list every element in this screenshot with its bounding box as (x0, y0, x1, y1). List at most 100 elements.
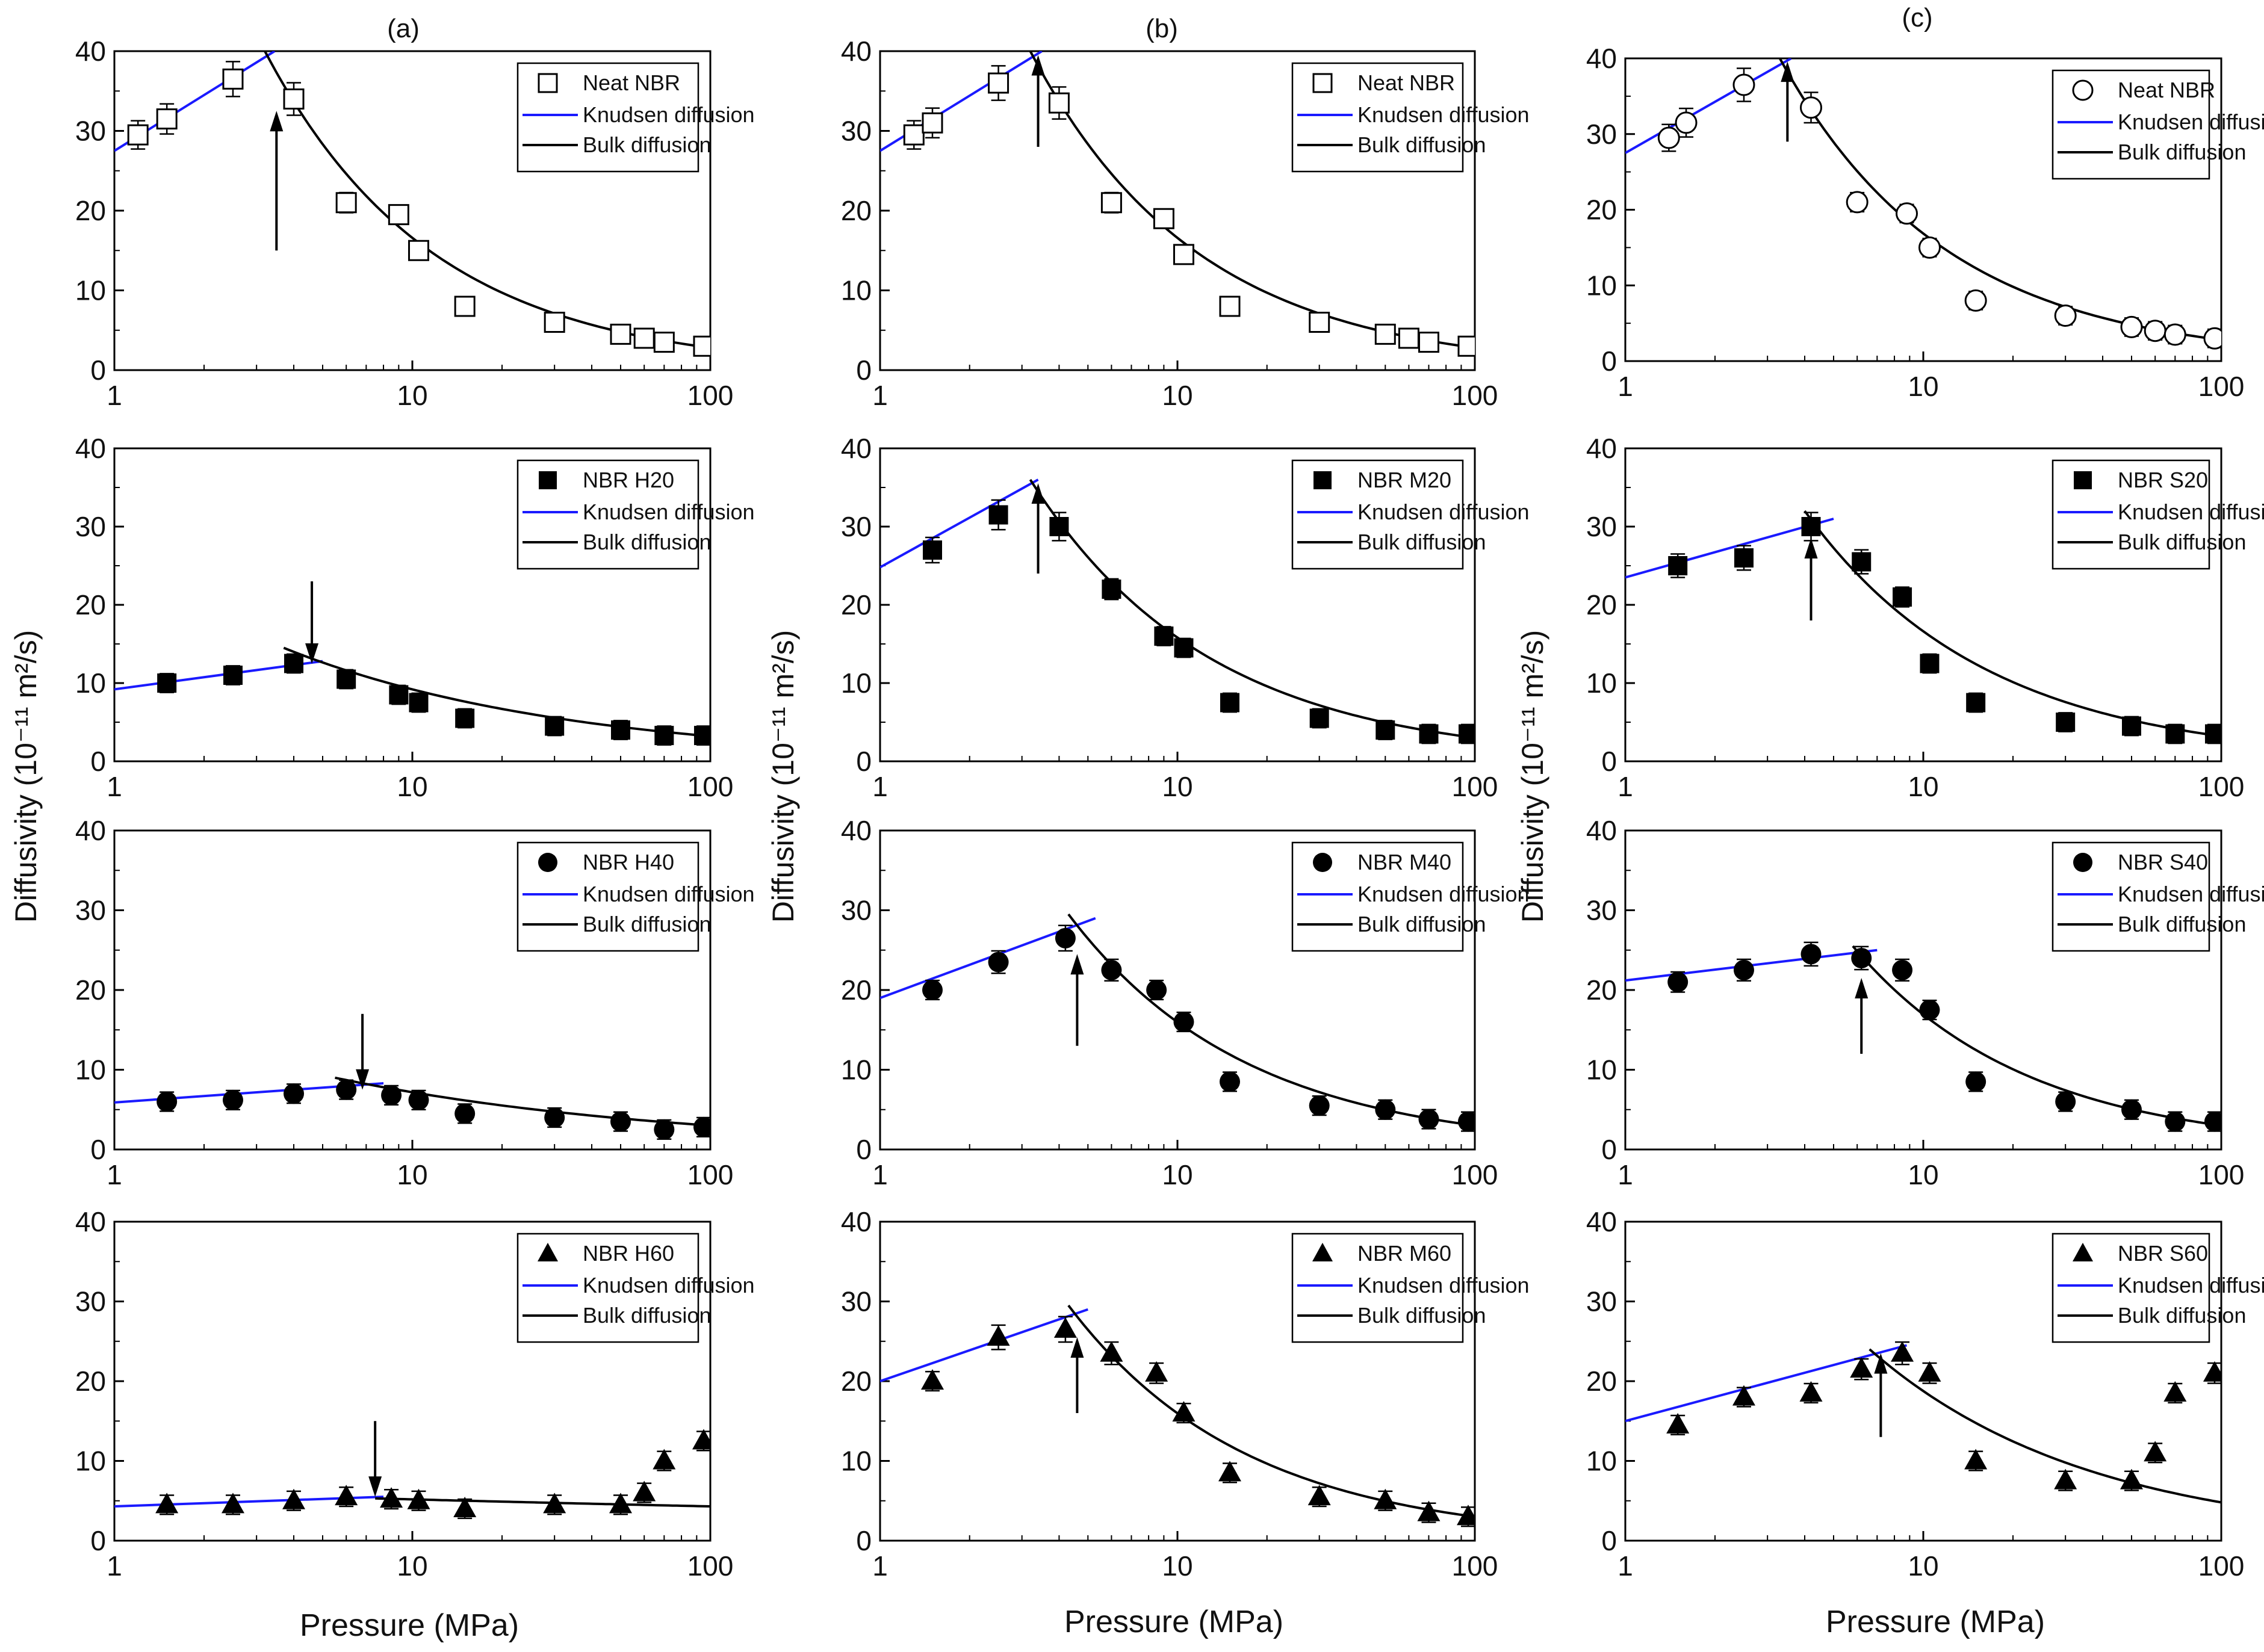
data-point (284, 1083, 305, 1104)
x-tick-label: 100 (2198, 771, 2245, 802)
data-point (2163, 323, 2186, 346)
plot-area (114, 1429, 710, 1520)
data-point (1733, 959, 1754, 980)
data-point (407, 1488, 430, 1509)
x-tick-label: 100 (2198, 1159, 2245, 1190)
y-tick-label: 20 (75, 974, 106, 1006)
data-point (1374, 323, 1396, 345)
data-point (1307, 1485, 1331, 1506)
data-point (1172, 1401, 1196, 1422)
data-point (1850, 1357, 1873, 1378)
data-point (336, 669, 356, 689)
legend-entry-label: Bulk diffusion (1357, 1303, 1486, 1328)
data-point (609, 1493, 632, 1514)
y-tick-label: 0 (856, 1525, 872, 1556)
x-tick-label: 10 (397, 1550, 427, 1582)
y-tick-label: 20 (841, 195, 872, 226)
data-point (1419, 724, 1439, 744)
x-tick-label: 100 (687, 1159, 734, 1190)
data-point (221, 1493, 244, 1514)
y-tick-label: 40 (1586, 1206, 1617, 1237)
data-point (335, 1485, 358, 1506)
data-point (1964, 289, 1987, 312)
data-point (1456, 1505, 1475, 1526)
panel-c4: 0 10 20 30 40 1 10 100 NBR S60 Knudsen diffusion B… (1586, 1206, 2264, 1582)
y-axis-title-a: Diffusivity (10⁻¹¹ m²/s) (9, 630, 43, 923)
y-tick-label: 10 (841, 1054, 872, 1086)
legend-entry-label: Neat NBR (583, 70, 680, 95)
data-point (1800, 96, 1823, 119)
y-tick-label: 10 (75, 1446, 106, 1477)
data-point (544, 1107, 565, 1128)
data-point (1457, 335, 1475, 357)
x-tick-label: 10 (1908, 371, 1938, 402)
data-point (1668, 556, 1688, 575)
data-point (389, 685, 409, 705)
x-tick-label: 10 (1162, 1159, 1192, 1190)
legend-entry-label: NBR M60 (1357, 1241, 1451, 1266)
legend-entry-label: Knudsen diffusion (2118, 882, 2264, 906)
x-tick-label: 1 (1617, 1550, 1633, 1582)
x-tick-label: 10 (397, 380, 427, 411)
data-point (1055, 927, 1076, 948)
y-tick-label: 30 (75, 116, 106, 147)
data-point (1732, 73, 1755, 96)
data-point (1891, 1341, 1914, 1362)
plot-area (1625, 941, 2221, 1132)
x-tick-label: 1 (872, 771, 888, 802)
data-point (1918, 1361, 1941, 1382)
data-point (2054, 305, 2077, 327)
legend-entry-label: Bulk diffusion (583, 1303, 711, 1328)
bulk-fit-curve (1067, 1304, 1475, 1518)
legend-entry-label: Bulk diffusion (1357, 132, 1486, 157)
x-axis-title-c: Pressure (MPa) (1826, 1604, 2045, 1639)
legend-marker (2073, 1243, 2093, 1261)
column-label-a: (a) (387, 14, 420, 43)
legend-marker (538, 1243, 558, 1261)
data-point (388, 204, 409, 226)
y-tick-label: 10 (75, 1054, 106, 1086)
data-point (2056, 713, 2076, 732)
data-point (1220, 693, 1239, 713)
data-point (2121, 1099, 2142, 1120)
legend-entry-label: Bulk diffusion (1357, 912, 1486, 936)
x-tick-label: 1 (872, 380, 888, 411)
data-point (1219, 295, 1241, 317)
y-tick-label: 30 (841, 1286, 872, 1317)
y-tick-label: 0 (90, 1134, 106, 1165)
transition-arrowhead (1031, 55, 1045, 76)
data-point (1309, 1095, 1330, 1116)
data-point (1918, 236, 1941, 259)
legend-entry-label: Bulk diffusion (1357, 530, 1486, 554)
data-point (988, 72, 1009, 94)
y-tick-label: 10 (1586, 1054, 1617, 1086)
legend-entry-label: NBR M40 (1357, 850, 1451, 874)
panel-a1: 0 10 20 30 40 1 10 100 Neat NBR Knudsen diffusion… (75, 36, 755, 411)
data-point (223, 666, 243, 685)
y-tick-label: 40 (75, 36, 106, 67)
data-point (455, 708, 475, 728)
y-tick-label: 30 (841, 116, 872, 147)
data-point (987, 1325, 1010, 1346)
plot-area (1625, 510, 2221, 744)
data-point (1965, 1071, 1986, 1092)
data-point (1799, 1381, 1823, 1402)
data-point (408, 1089, 429, 1110)
plot-area (880, 913, 1475, 1132)
data-point (1657, 126, 1680, 149)
data-point (633, 1480, 656, 1502)
data-point (1145, 1361, 1168, 1382)
transition-arrowhead (1070, 954, 1084, 975)
data-point (1920, 654, 1940, 673)
legend-entry-label: Knudsen diffusion (1357, 882, 1530, 906)
plot-area (880, 1304, 1475, 1527)
x-tick-label: 100 (1452, 380, 1498, 411)
data-point (545, 716, 565, 736)
x-tick-label: 10 (1162, 1550, 1192, 1582)
x-tick-label: 100 (687, 380, 734, 411)
x-tick-label: 10 (1908, 1550, 1938, 1582)
bulk-fit-curve (375, 1497, 710, 1508)
x-tick-label: 10 (1162, 380, 1192, 411)
y-tick-label: 10 (1586, 270, 1617, 301)
y-tick-label: 20 (75, 195, 106, 226)
